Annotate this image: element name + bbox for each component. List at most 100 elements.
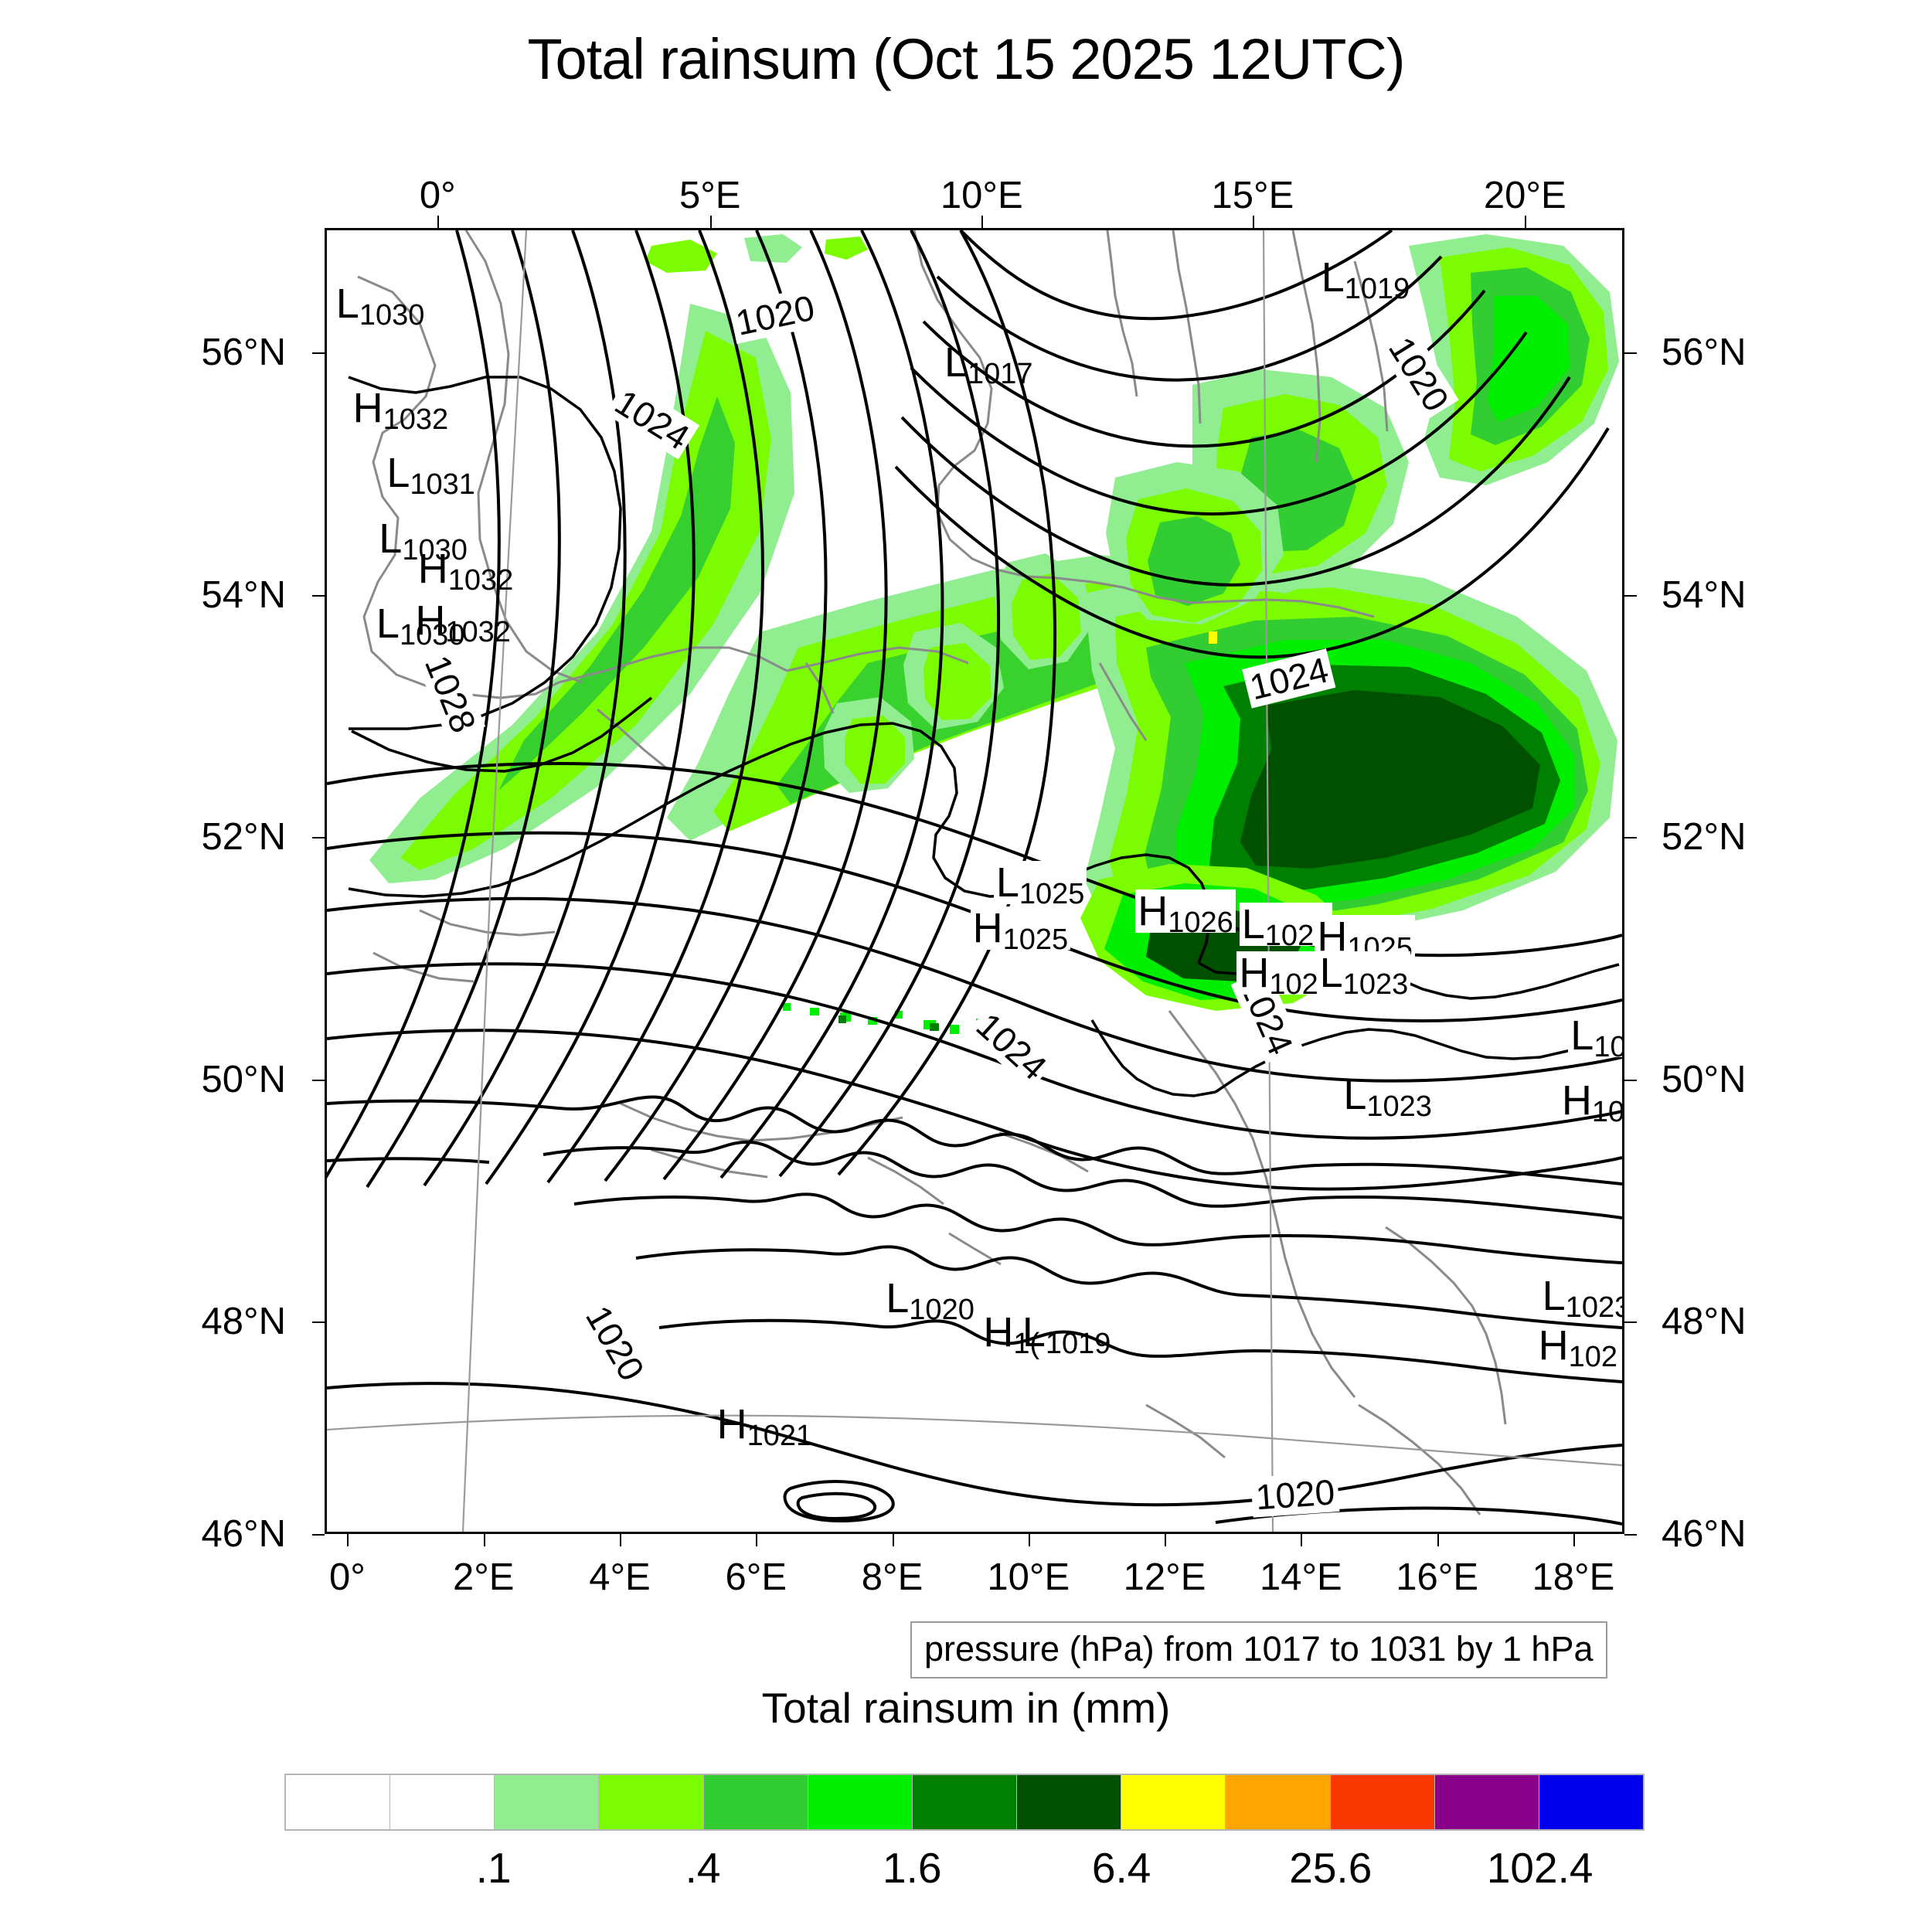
axis-label-right-3: 50°N	[1662, 1058, 1747, 1100]
axis-tick-bottom-0	[347, 1534, 349, 1546]
axis-label-left-2: 52°N	[201, 816, 286, 859]
pressure-center-l-1020-19: L1020	[886, 1275, 975, 1325]
pressure-center-value: 10	[1594, 1031, 1624, 1063]
colorbar-tick-3: 6.4	[1091, 1844, 1151, 1892]
colorbar-cell-8[interactable]	[1121, 1775, 1226, 1829]
axis-label-top-3: 15°E	[1211, 175, 1294, 216]
contour-label-1020-8: 1020	[1250, 1471, 1340, 1518]
pressure-center-l-1030-3: L1030	[379, 518, 468, 565]
axis-tick-top-4	[1525, 216, 1527, 228]
colorbar-cell-1[interactable]	[390, 1775, 495, 1829]
pressure-center-value: 1017	[967, 357, 1033, 390]
pressure-center-value: 1023	[1366, 1090, 1432, 1123]
pressure-center-type: H	[352, 384, 383, 431]
axis-label-bottom-5: 10°E	[987, 1556, 1070, 1598]
colorbar-cell-11[interactable]	[1434, 1775, 1539, 1829]
colorbar-cell-12[interactable]	[1539, 1775, 1644, 1829]
pressure-center-value: 1030	[359, 298, 425, 332]
colorbar-cell-3[interactable]	[599, 1775, 704, 1829]
page-title: Total rainsum (Oct 15 2025 12UTC)	[527, 27, 1405, 91]
map-graphic	[327, 230, 1622, 1532]
axis-tick-bottom-9	[1573, 1534, 1575, 1546]
pressure-center-type: L	[1321, 253, 1345, 301]
axis-label-bottom-6: 12°E	[1123, 1556, 1206, 1598]
colorbar-tick-4: 25.6	[1289, 1844, 1372, 1892]
axis-tick-left-3	[312, 1079, 325, 1081]
axis-tick-top-1	[709, 216, 712, 228]
pressure-center-value: 1021	[747, 1419, 813, 1452]
axis-label-left-3: 50°N	[201, 1058, 286, 1100]
colorbar-cell-7[interactable]	[1017, 1775, 1122, 1829]
colorbar-cell-10[interactable]	[1330, 1775, 1435, 1829]
pressure-center-value: 1026	[1168, 906, 1233, 940]
axis-tick-top-0	[437, 216, 440, 228]
pressure-center-l-1025-9: L1025	[993, 859, 1087, 909]
pressure-center-value: 1032	[383, 403, 449, 436]
colorbar-tick-5: 102.4	[1486, 1844, 1594, 1892]
colorbar-cell-6[interactable]	[912, 1775, 1018, 1829]
pressure-center-value: 10	[1591, 1095, 1624, 1128]
axis-tick-left-0	[312, 352, 325, 355]
colorbar-cell-0[interactable]	[286, 1775, 391, 1829]
pressure-center-h-1032-6: H1032	[415, 597, 511, 647]
pressure-center-l-1030-0: L1030	[336, 283, 425, 330]
pressure-center-type: L	[995, 859, 1019, 906]
axis-label-right-1: 54°N	[1662, 573, 1747, 616]
pressure-center-h-1021-24: H1021	[716, 1400, 813, 1451]
axis-label-top-1: 5°E	[679, 175, 741, 216]
pressure-center-type: L	[944, 338, 968, 386]
colorbar-title: Total rainsum in (mm)	[761, 1684, 1171, 1732]
axis-tick-bottom-2	[619, 1534, 621, 1546]
pressure-center-value: 1030	[399, 618, 465, 651]
pressure-center-type: L	[1570, 1012, 1594, 1059]
axis-label-left-5: 46°N	[201, 1513, 286, 1555]
axis-tick-bottom-6	[1165, 1534, 1167, 1546]
pressure-center-h-102-23: H102	[1539, 1325, 1617, 1372]
pressure-center-h-1025-13: H1025	[1315, 914, 1415, 963]
axis-label-bottom-7: 14°E	[1259, 1556, 1342, 1598]
pressure-center-value: 1020	[909, 1294, 975, 1327]
pressure-center-h-1(-20: H1(	[983, 1311, 1039, 1359]
colorbar-cell-2[interactable]	[495, 1775, 600, 1829]
pressure-center-value: 102	[1568, 1341, 1618, 1374]
pressure-center-type: L	[376, 600, 400, 647]
axis-label-right-4: 48°N	[1662, 1301, 1747, 1343]
axis-tick-bottom-1	[483, 1534, 485, 1546]
pressure-center-h-1025-10: H1025	[970, 905, 1071, 954]
axis-label-left-0: 56°N	[201, 332, 286, 374]
pressure-center-type: H	[972, 905, 1003, 952]
map-plot-area[interactable]: 1020 1024 1020 1028 1024 1024 1024 1020 1020 L10…	[325, 228, 1624, 1534]
axis-tick-right-4	[1624, 1321, 1637, 1324]
axis-tick-bottom-3	[756, 1534, 758, 1546]
axis-label-bottom-9: 18°E	[1532, 1556, 1615, 1598]
pressure-center-h-1032-4: H1032	[417, 545, 514, 595]
axis-label-bottom-1: 2°E	[452, 1556, 515, 1598]
axis-tick-bottom-8	[1437, 1534, 1439, 1546]
pressure-center-l-1023-22: L1023	[1543, 1275, 1622, 1322]
pressure-center-l-10-16: L10	[1568, 1012, 1622, 1062]
axis-label-right-2: 52°N	[1662, 816, 1747, 859]
axis-tick-left-2	[312, 837, 325, 839]
pressure-center-type: L	[1343, 1071, 1367, 1118]
pressure-center-value: 1023	[1342, 968, 1409, 1001]
axis-tick-right-3	[1624, 1079, 1637, 1081]
pressure-center-type: L	[886, 1275, 910, 1322]
colorbar-tick-0: .1	[475, 1844, 512, 1892]
axis-tick-left-1	[312, 594, 325, 597]
colorbar-cell-4[interactable]	[703, 1775, 808, 1829]
axis-tick-right-1	[1624, 594, 1637, 597]
pressure-center-value: 1025	[1002, 923, 1069, 957]
colorbar-cell-9[interactable]	[1226, 1775, 1331, 1829]
pressure-center-h-10-18: H10	[1561, 1077, 1622, 1127]
pressure-center-type: H	[417, 545, 448, 592]
pressure-center-value: 1031	[410, 468, 475, 502]
pressure-center-type: H	[1138, 888, 1168, 935]
colorbar-cell-5[interactable]	[808, 1775, 913, 1829]
pressure-center-type: H	[1561, 1077, 1592, 1124]
pressure-center-l-1017-7: L1017	[944, 338, 1033, 389]
colorbar[interactable]	[284, 1774, 1645, 1831]
axis-tick-right-0	[1624, 352, 1637, 355]
pressure-center-type: H	[415, 597, 446, 645]
axis-label-bottom-4: 8°E	[861, 1556, 923, 1598]
pressure-center-type: H	[716, 1400, 747, 1447]
